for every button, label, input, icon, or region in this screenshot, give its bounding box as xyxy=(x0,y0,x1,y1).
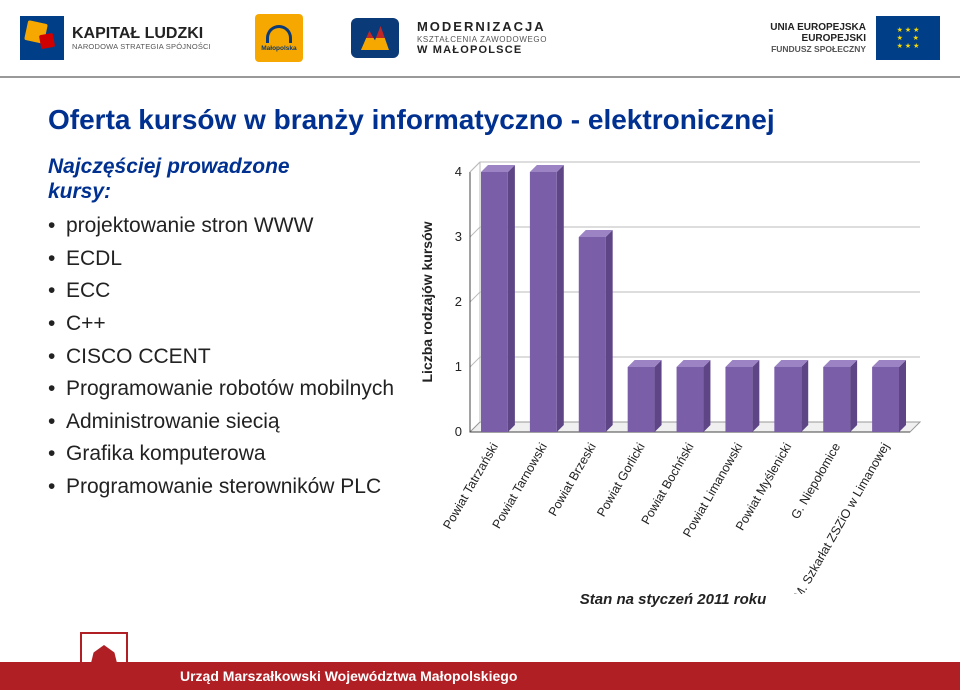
svg-text:1: 1 xyxy=(455,359,462,374)
logo-kapital-ludzki: KAPITAŁ LUDZKI NARODOWA STRATEGIA SPÓJNO… xyxy=(20,16,211,60)
subheading-line2: kursy: xyxy=(48,180,111,203)
bullet-item: Grafika komputerowa xyxy=(48,438,398,471)
subheading-line1: Najczęściej prowadzone xyxy=(48,155,290,178)
kl-heading: KAPITAŁ LUDZKI xyxy=(72,25,211,43)
eu-line3: FUNDUSZ SPOŁECZNY xyxy=(770,45,866,55)
bullet-item: Administrowanie siecią xyxy=(48,406,398,439)
logo-malopolska: Małopolska xyxy=(255,14,303,62)
svg-text:M. Szkarłat ZSZiO w Limanowej: M. Szkarłat ZSZiO w Limanowej xyxy=(791,441,892,595)
bullet-item: CISCO CCENT xyxy=(48,341,398,374)
footer-text: Urząd Marszałkowski Województwa Małopols… xyxy=(180,668,517,684)
bar-chart: 01234Powiat TatrzańskiPowiat TarnowskiPo… xyxy=(408,154,938,594)
malopolska-label: Małopolska xyxy=(261,45,296,52)
bullet-item: ECDL xyxy=(48,243,398,276)
left-column: Najczęściej prowadzone kursy: projektowa… xyxy=(48,154,398,594)
svg-text:G. Niepołomice: G. Niepołomice xyxy=(788,440,843,521)
header-bar: KAPITAŁ LUDZKI NARODOWA STRATEGIA SPÓJNO… xyxy=(0,0,960,78)
kl-subheading: NARODOWA STRATEGIA SPÓJNOŚCI xyxy=(72,43,211,51)
kapital-ludzki-icon xyxy=(20,16,64,60)
bullet-item: C++ xyxy=(48,308,398,341)
footer-bar: Urząd Marszałkowski Województwa Małopols… xyxy=(0,662,960,690)
svg-text:Powiat Tatrzański: Powiat Tatrzański xyxy=(440,441,501,532)
content-area: Najczęściej prowadzone kursy: projektowa… xyxy=(0,144,960,594)
svg-text:0: 0 xyxy=(455,424,462,439)
bullet-item: Programowanie robotów mobilnych xyxy=(48,373,398,406)
mod-line2: KSZTAŁCENIA ZAWODOWEGO xyxy=(417,35,547,44)
bullet-list: projektowanie stron WWWECDLECCC++CISCO C… xyxy=(48,210,398,503)
eu-line1: UNIA EUROPEJSKA xyxy=(770,22,866,34)
kapital-ludzki-text: KAPITAŁ LUDZKI NARODOWA STRATEGIA SPÓJNO… xyxy=(72,25,211,51)
bullet-item: Programowanie sterowników PLC xyxy=(48,471,398,504)
eu-text: UNIA EUROPEJSKA EUROPEJSKI FUNDUSZ SPOŁE… xyxy=(770,22,866,55)
page-title: Oferta kursów w branży informatyczno - e… xyxy=(0,78,960,144)
bullet-item: ECC xyxy=(48,275,398,308)
svg-text:2: 2 xyxy=(455,294,462,309)
logo-modernizacja-text: MODERNIZACJA KSZTAŁCENIA ZAWODOWEGO W MA… xyxy=(417,20,547,57)
eu-logo-group: UNIA EUROPEJSKA EUROPEJSKI FUNDUSZ SPOŁE… xyxy=(770,16,940,60)
svg-text:Powiat Tarnowski: Powiat Tarnowski xyxy=(490,441,550,531)
eu-line2: EUROPEJSKI xyxy=(770,33,866,45)
svg-text:Powiat Myślenicki: Powiat Myślenicki xyxy=(733,441,794,533)
svg-text:Powiat Bochński: Powiat Bochński xyxy=(639,441,697,527)
svg-text:4: 4 xyxy=(455,164,462,179)
svg-text:Liczba rodzajów kursów: Liczba rodzajów kursów xyxy=(419,221,435,382)
svg-text:3: 3 xyxy=(455,229,462,244)
mod-line3: W MAŁOPOLSCE xyxy=(417,44,547,57)
logo-modernizacja-icon xyxy=(351,18,399,58)
malopolska-arch-icon xyxy=(266,25,292,43)
mod-line1: MODERNIZACJA xyxy=(417,20,547,35)
sub-heading: Najczęściej prowadzone kursy: xyxy=(48,154,398,204)
svg-text:Powiat Gorlicki: Powiat Gorlicki xyxy=(594,441,647,520)
chart-column: 01234Powiat TatrzańskiPowiat TarnowskiPo… xyxy=(408,154,938,594)
bullet-item: projektowanie stron WWW xyxy=(48,210,398,243)
eu-flag-icon: ★ ★ ★★ ★★ ★ ★ xyxy=(876,16,940,60)
svg-text:Powiat Brzeski: Powiat Brzeski xyxy=(546,441,599,519)
